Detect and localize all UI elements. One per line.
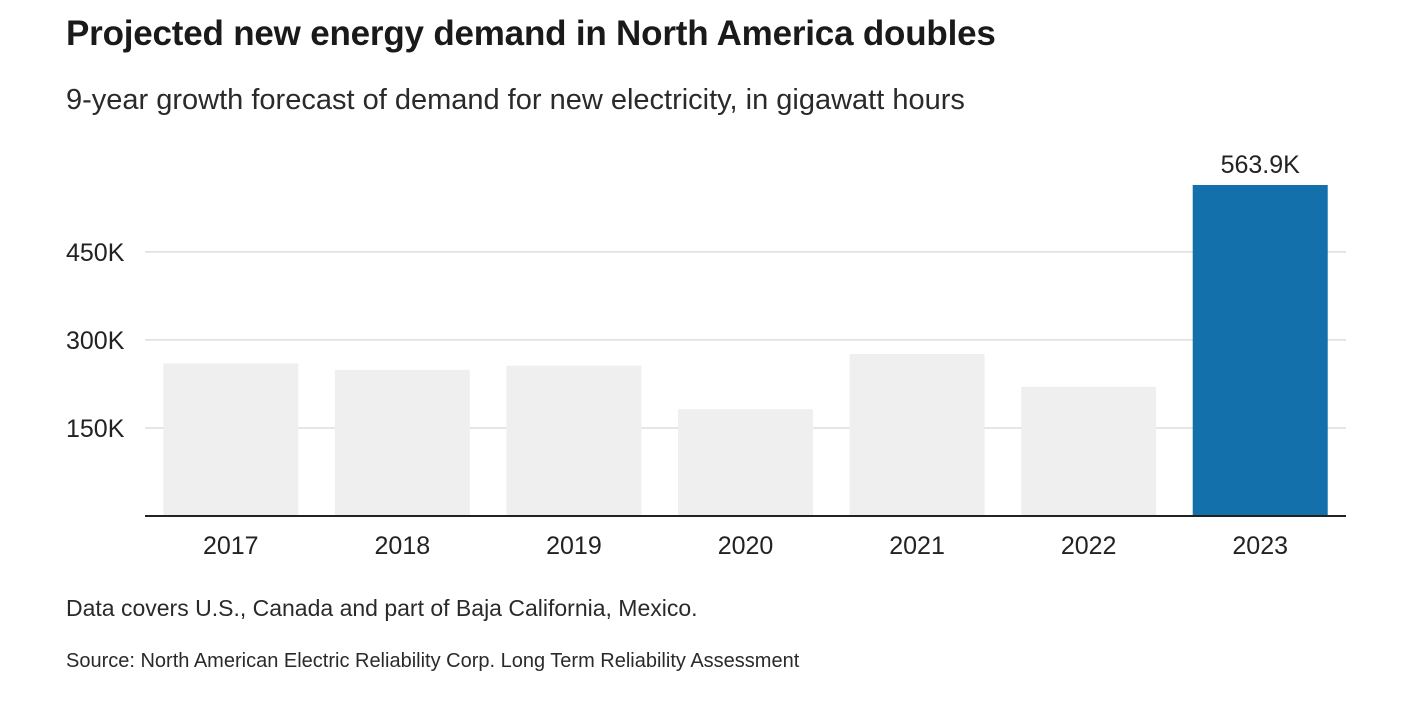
- bar: [1021, 386, 1157, 516]
- x-tick-label: 2022: [1061, 532, 1117, 560]
- bar: [678, 409, 813, 516]
- bars: [163, 185, 1328, 516]
- x-tick-label: 2019: [546, 532, 602, 560]
- x-tick-label: 2018: [375, 532, 431, 560]
- data-labels: 563.9K: [1221, 151, 1301, 179]
- bar: [163, 363, 299, 516]
- bar: [506, 365, 642, 516]
- y-tick-label: 150K: [66, 415, 125, 443]
- bar: [849, 353, 985, 516]
- chart-subtitle: 9-year growth forecast of demand for new…: [66, 84, 965, 116]
- bar: [334, 369, 470, 516]
- x-tick-label: 2020: [718, 532, 774, 560]
- gridlines: [145, 251, 1346, 429]
- x-tick-label: 2017: [203, 532, 259, 560]
- x-tick-label: 2021: [889, 532, 945, 560]
- y-tick-label: 450K: [66, 239, 125, 267]
- bar: [1192, 185, 1328, 516]
- source-note: Source: North American Electric Reliabil…: [66, 650, 800, 672]
- data-label: 563.9K: [1221, 151, 1301, 179]
- x-axis-tick-labels: 2017 2018 2019 2020 2021 2022 2023: [203, 532, 1288, 560]
- y-tick-label: 300K: [66, 327, 125, 355]
- chart-title: Projected new energy demand in North Ame…: [66, 14, 996, 53]
- footnote: Data covers U.S., Canada and part of Baj…: [66, 595, 698, 621]
- y-axis-tick-labels: 150K 300K 450K: [66, 239, 125, 443]
- x-tick-label: 2023: [1232, 532, 1288, 560]
